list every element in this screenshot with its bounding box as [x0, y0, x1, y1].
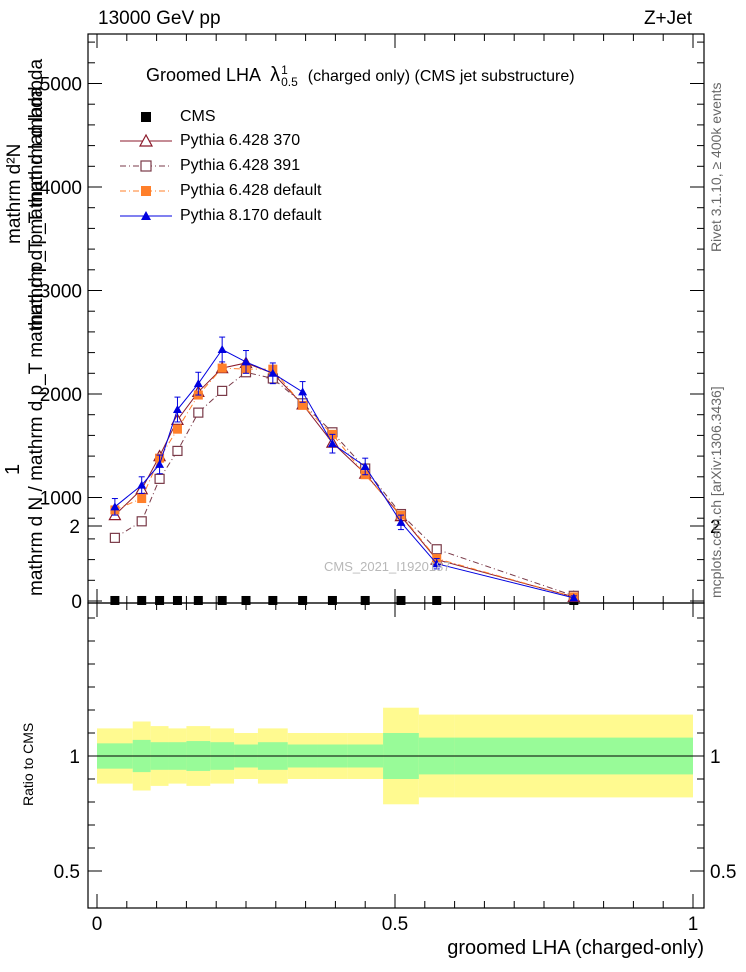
- legend-label-p6-370: Pythia 6.428 370: [180, 132, 301, 149]
- data-point-pythia-8-170-default: [217, 344, 227, 353]
- data-point-pythia-6-428-default: [137, 494, 147, 504]
- series-line-pythia-6-428-default: [114, 367, 574, 598]
- legend-label-p8-default: Pythia 8.170 default: [180, 207, 322, 224]
- data-point-pythia-6-428-default: [298, 400, 308, 410]
- data-point-cms: [268, 595, 278, 605]
- legend-marker-pythia-6-428-370: [138, 133, 154, 147]
- header-left: 13000 GeV pp: [98, 8, 221, 29]
- legend-marker-pythia-8-170-default: [141, 211, 151, 220]
- data-point-cms: [241, 595, 251, 605]
- chart-title-symbol: λ: [270, 64, 281, 86]
- data-point-cms: [327, 595, 337, 605]
- data-point-cms: [110, 595, 120, 605]
- ratio-y-tick-label-right: 1: [710, 747, 721, 768]
- watermark: CMS_2021_I1920187: [324, 559, 451, 574]
- header-right: Z+Jet: [643, 8, 692, 29]
- data-point-pythia-8-170-default: [155, 459, 165, 468]
- data-point-pythia-6-428-391: [431, 544, 442, 555]
- side-label-rivet: Rivet 3.1.10, ≥ 400k events: [708, 82, 724, 252]
- ylabel-top: mathrm d²N: [4, 143, 25, 244]
- chart-title: Groomed LHA λ 1 0.5 (charged only) (CMS je…: [146, 64, 575, 88]
- data-point-pythia-6-428-default: [172, 424, 182, 434]
- ratio-y-tick-label: 1: [69, 747, 80, 768]
- data-point-pythia-6-428-391: [217, 385, 228, 396]
- y-tick-label: 0: [71, 592, 82, 613]
- data-point-pythia-8-170-default: [241, 357, 251, 366]
- ylabel-one: 1: [2, 463, 24, 475]
- chart-title-main: Groomed LHA: [146, 65, 261, 85]
- ratio-ylabel: Ratio to CMS: [20, 722, 36, 806]
- legend-label-p6-391: Pythia 6.428 391: [180, 157, 301, 174]
- data-point-pythia-8-170-default: [268, 368, 278, 377]
- data-point-cms: [360, 595, 370, 605]
- y-tick-label: 5000: [40, 75, 82, 96]
- ratio-y-tick-label: 2: [69, 517, 80, 538]
- legend-marker-cms: [141, 112, 151, 122]
- data-point-cms: [172, 595, 182, 605]
- x-tick-label: 1: [688, 914, 699, 935]
- data-point-pythia-6-428-391: [136, 516, 147, 527]
- legend-label-p6-default: Pythia 6.428 default: [180, 182, 322, 199]
- data-point-pythia-8-170-default: [193, 379, 203, 388]
- ylabel-bottom: mathrm d N / mathrm d p_T mathrm d p_T m…: [26, 86, 47, 596]
- data-point-pythia-8-170-default: [110, 502, 120, 511]
- chart-title-rest: (charged only) (CMS jet substructure): [307, 68, 575, 85]
- x-tick-label: 0.5: [382, 914, 408, 935]
- ratio-y-tick-label: 0.5: [54, 862, 80, 883]
- legend-label-cms: CMS: [180, 108, 216, 125]
- data-point-pythia-8-170-default: [172, 405, 182, 414]
- side-label-mcplots: mcplots.cern.ch [arXiv:1306.3436]: [708, 386, 724, 598]
- data-point-pythia-6-428-391: [172, 445, 183, 457]
- data-point-pythia-6-428-default: [217, 363, 227, 373]
- data-point-pythia-6-428-391: [154, 473, 165, 484]
- chart-title-sub: 0.5: [281, 75, 298, 90]
- x-axis-title: groomed LHA (charged-only): [447, 937, 704, 959]
- data-point-pythia-8-170-default: [327, 439, 337, 448]
- legend-marker-pythia-6-428-391: [140, 160, 152, 172]
- legend-marker-pythia-6-428-default: [141, 186, 151, 196]
- data-point-cms: [396, 595, 406, 605]
- y-tick-label: 2000: [40, 385, 82, 406]
- data-point-cms: [298, 595, 308, 605]
- data-point-cms: [137, 595, 147, 605]
- data-point-pythia-6-428-391: [193, 407, 204, 418]
- data-point-cms: [432, 595, 442, 605]
- data-point-pythia-8-170-default: [298, 387, 308, 396]
- data-point-cms: [155, 595, 165, 605]
- data-point-pythia-8-170-default: [360, 461, 370, 470]
- ratio-y-tick-label-right: 0.5: [710, 862, 736, 883]
- data-point-pythia-8-170-default: [396, 517, 406, 526]
- y-tick-label: 3000: [40, 282, 82, 303]
- x-tick-label: 0: [92, 914, 103, 935]
- data-point-pythia-8-170-default: [137, 480, 147, 489]
- data-point-cms: [217, 595, 227, 605]
- y-tick-label: 1000: [40, 489, 82, 510]
- data-point-pythia-6-428-391: [109, 532, 120, 543]
- data-point-pythia-8-170-default: [569, 593, 579, 602]
- data-point-cms: [193, 595, 203, 605]
- data-point-pythia-8-170-default: [432, 559, 442, 568]
- chart-title-sup: 1: [281, 63, 288, 78]
- ratio-y-tick-label-right: 2: [710, 517, 721, 538]
- y-tick-label: 4000: [40, 178, 82, 199]
